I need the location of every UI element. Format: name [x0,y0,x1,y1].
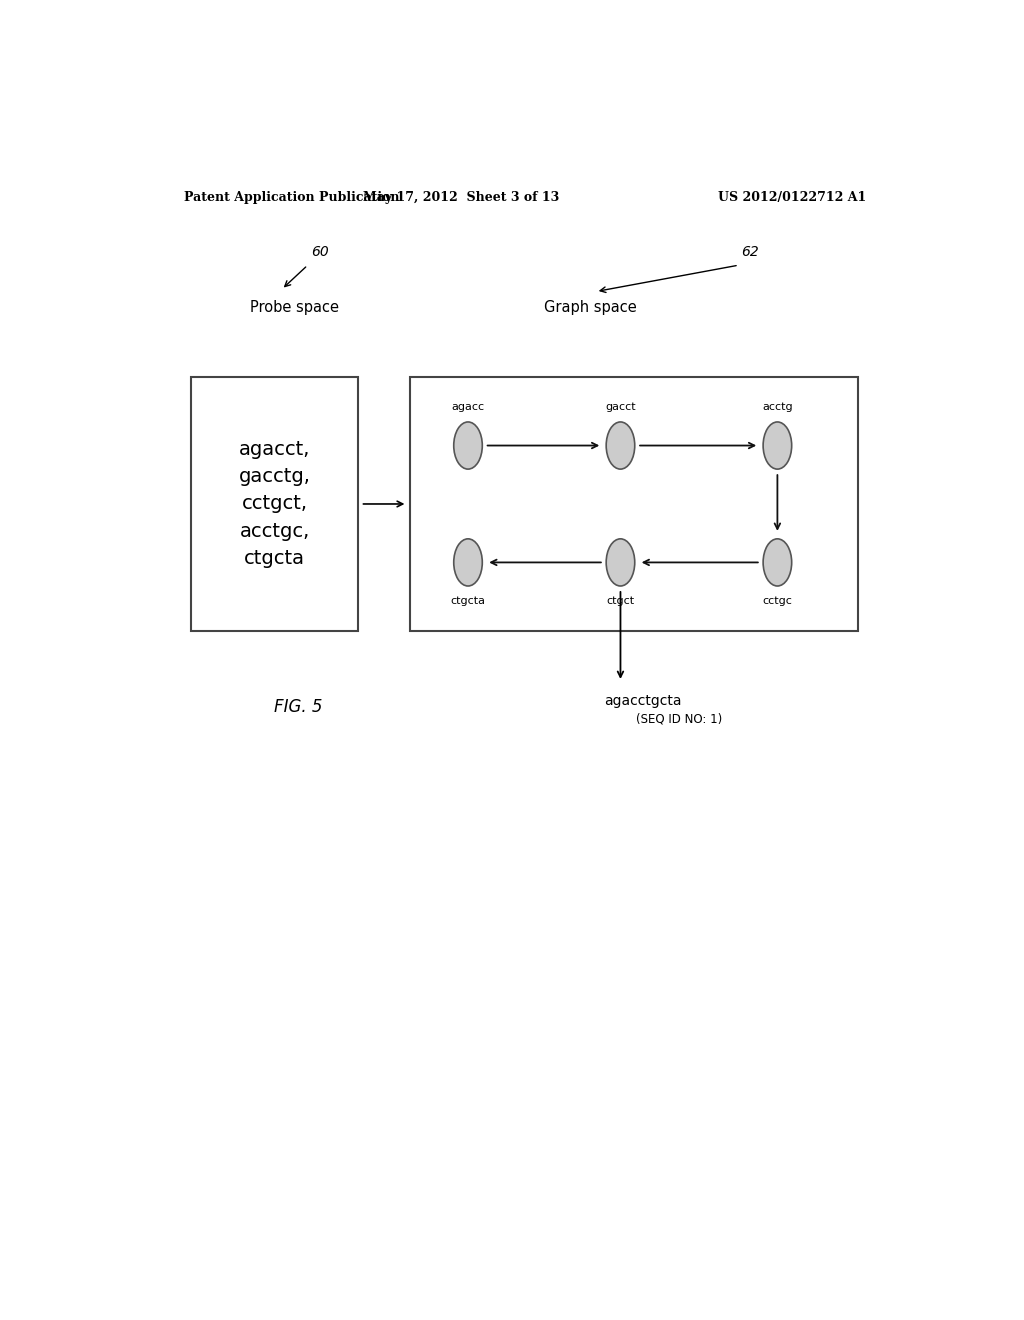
Ellipse shape [454,539,482,586]
Ellipse shape [606,422,635,469]
FancyBboxPatch shape [191,378,358,631]
Text: agacctgcta: agacctgcta [604,694,682,708]
Ellipse shape [454,422,482,469]
FancyBboxPatch shape [410,378,858,631]
Text: ctgcta: ctgcta [451,597,485,606]
Text: acctg: acctg [762,401,793,412]
Text: US 2012/0122712 A1: US 2012/0122712 A1 [718,190,866,203]
Text: agacc: agacc [452,401,484,412]
Text: FIG. 5: FIG. 5 [274,698,323,717]
Text: May 17, 2012  Sheet 3 of 13: May 17, 2012 Sheet 3 of 13 [364,190,559,203]
Text: agacct,
gacctg,
cctgct,
acctgc,
ctgcta: agacct, gacctg, cctgct, acctgc, ctgcta [239,440,310,568]
Text: ctgct: ctgct [606,597,635,606]
Text: cctgc: cctgc [763,597,793,606]
Text: (SEQ ID NO: 1): (SEQ ID NO: 1) [636,713,723,725]
Text: 60: 60 [310,246,329,259]
Ellipse shape [606,539,635,586]
Ellipse shape [763,539,792,586]
Text: Patent Application Publication: Patent Application Publication [183,190,399,203]
Text: Probe space: Probe space [250,301,339,315]
Text: Graph space: Graph space [544,301,637,315]
Ellipse shape [763,422,792,469]
Text: gacct: gacct [605,401,636,412]
Text: 62: 62 [741,246,759,259]
